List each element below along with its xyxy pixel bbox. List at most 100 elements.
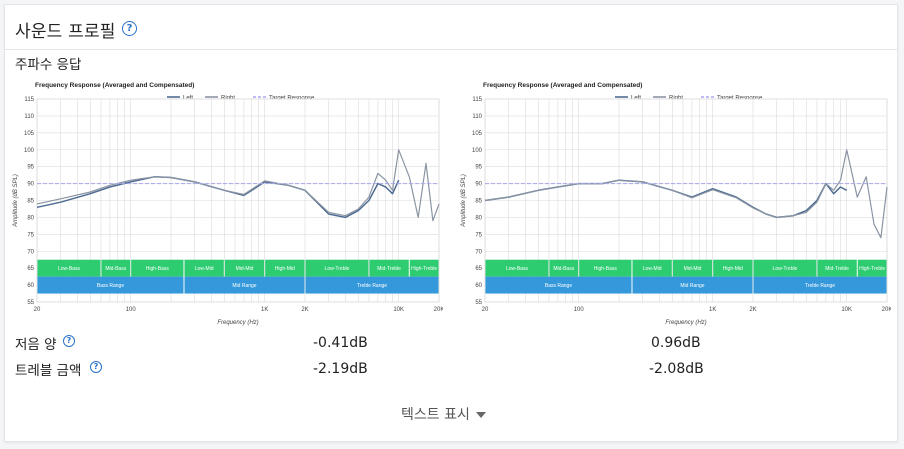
band-top-bar (224, 259, 265, 277)
treble-amount-value-2: -2.08dB (649, 361, 704, 377)
band-top-bar (265, 259, 305, 277)
x-tick-label: 20 (482, 307, 489, 313)
bass-amount-value-1: -0.41dB (313, 335, 368, 351)
show-text-label: 텍스트 표시 (401, 407, 470, 423)
band-bottom-label: Treble Range (357, 283, 387, 289)
band-top-label: Low-Treble (325, 266, 350, 272)
band-top-bar (672, 259, 713, 277)
band-top-label: High-Bass (146, 266, 170, 272)
page-title: 사운드 프로필 (15, 22, 116, 42)
band-top-label: High-Bass (594, 266, 618, 272)
band-bottom-label: Mid Range (232, 283, 256, 289)
question-circle-icon[interactable]: ? (63, 335, 75, 347)
question-circle-icon[interactable]: ? (90, 361, 102, 373)
y-tick-label: 55 (475, 300, 482, 306)
y-tick-label: 65 (475, 266, 482, 272)
x-tick-label: 100 (126, 307, 137, 313)
band-bottom-label: Bass Range (97, 283, 124, 289)
y-tick-label: 100 (472, 148, 483, 154)
band-top-bar (369, 259, 409, 277)
x-tick-label: 1K (261, 307, 268, 313)
x-tick-label: 2K (301, 307, 308, 313)
band-bottom-bar (184, 276, 305, 294)
y-tick-label: 105 (24, 131, 35, 137)
band-top-bar (632, 259, 672, 277)
band-bottom-bar (632, 276, 753, 294)
chart-title: Frequency Response (Averaged and Compens… (35, 82, 194, 89)
band-top-label: Low-Treble (773, 266, 798, 272)
sound-profile-card: 사운드 프로필 ? 주파수 응답 Frequency Response (Ave… (4, 4, 898, 442)
band-top-bar (549, 259, 579, 277)
y-axis-label: Amplitude (dB SPL) (461, 174, 467, 228)
band-top-label: Low-Mid (195, 266, 214, 272)
y-tick-label: 80 (27, 215, 34, 221)
band-top-bar (485, 259, 549, 277)
chart-title: Frequency Response (Averaged and Compens… (483, 82, 642, 89)
band-top-bar (579, 259, 632, 277)
legend-label: Target Response (269, 95, 315, 101)
x-tick-label: 10K (841, 307, 852, 313)
band-bottom-label: Treble Range (805, 283, 835, 289)
band-top-bar (857, 259, 887, 277)
band-top-label: Mid-Mid (684, 266, 702, 272)
frequency-response-label: 주파수 응답 (15, 57, 82, 73)
band-top-label: High-Mid (275, 266, 295, 272)
y-tick-label: 65 (27, 266, 34, 272)
question-circle-icon[interactable]: ? (122, 21, 137, 36)
y-tick-label: 115 (24, 97, 34, 103)
legend-label: Left (631, 95, 641, 101)
band-top-bar (409, 259, 439, 277)
band-top-label: Mid-Bass (553, 266, 574, 272)
y-tick-label: 100 (24, 148, 35, 154)
band-bottom-bar (37, 276, 184, 294)
left-response-line (36, 176, 400, 219)
band-top-bar (37, 259, 101, 277)
y-tick-label: 60 (475, 283, 482, 289)
band-top-label: High-Treble (411, 266, 437, 272)
legend-label: Left (183, 95, 193, 101)
band-top-label: Low-Bass (506, 266, 528, 272)
y-tick-label: 75 (27, 232, 34, 238)
x-tick-label: 1K (709, 307, 716, 313)
y-tick-label: 95 (475, 165, 482, 171)
y-tick-label: 75 (475, 232, 482, 238)
band-top-label: High-Treble (859, 266, 885, 272)
y-tick-label: 110 (472, 114, 482, 120)
band-bottom-bar (485, 276, 632, 294)
band-top-label: Low-Bass (58, 266, 80, 272)
y-tick-label: 95 (27, 165, 34, 171)
y-tick-label: 55 (27, 300, 34, 306)
x-tick-label: 20K (882, 307, 891, 313)
legend-label: Right (669, 95, 683, 101)
frequency-response-graph-2: Frequency Response (Averaged and Compens… (461, 82, 891, 326)
band-top-label: High-Mid (723, 266, 743, 272)
y-tick-label: 70 (27, 249, 34, 255)
y-tick-label: 85 (475, 199, 482, 205)
right-response-line (484, 149, 888, 239)
band-bottom-label: Mid Range (680, 283, 704, 289)
y-tick-label: 115 (472, 97, 482, 103)
band-top-bar (305, 259, 369, 277)
y-tick-label: 60 (27, 283, 34, 289)
band-top-label: Mid-Bass (105, 266, 126, 272)
legend-label: Right (221, 95, 235, 101)
y-tick-label: 90 (475, 182, 482, 188)
y-tick-label: 80 (475, 215, 482, 221)
bass-amount-label: 저음 양 (15, 337, 57, 353)
caret-down-icon (475, 412, 486, 418)
x-tick-label: 20K (434, 307, 443, 313)
x-tick-label: 2K (749, 307, 756, 313)
show-text-toggle[interactable]: 텍스트 표시 (401, 404, 486, 424)
band-bottom-label: Bass Range (545, 283, 572, 289)
band-top-label: Mid-Treble (825, 266, 849, 272)
band-top-bar (184, 259, 224, 277)
bass-amount-value-2: 0.96dB (651, 335, 701, 351)
card-header: 사운드 프로필 ? (5, 5, 897, 50)
band-top-bar (817, 259, 857, 277)
x-axis-label: Frequency (Hz) (217, 320, 258, 326)
band-top-bar (131, 259, 184, 277)
treble-amount-label: 트레블 금액 (15, 363, 82, 379)
treble-amount-value-1: -2.19dB (313, 361, 368, 377)
x-tick-label: 100 (574, 307, 585, 313)
y-tick-label: 110 (24, 114, 34, 120)
